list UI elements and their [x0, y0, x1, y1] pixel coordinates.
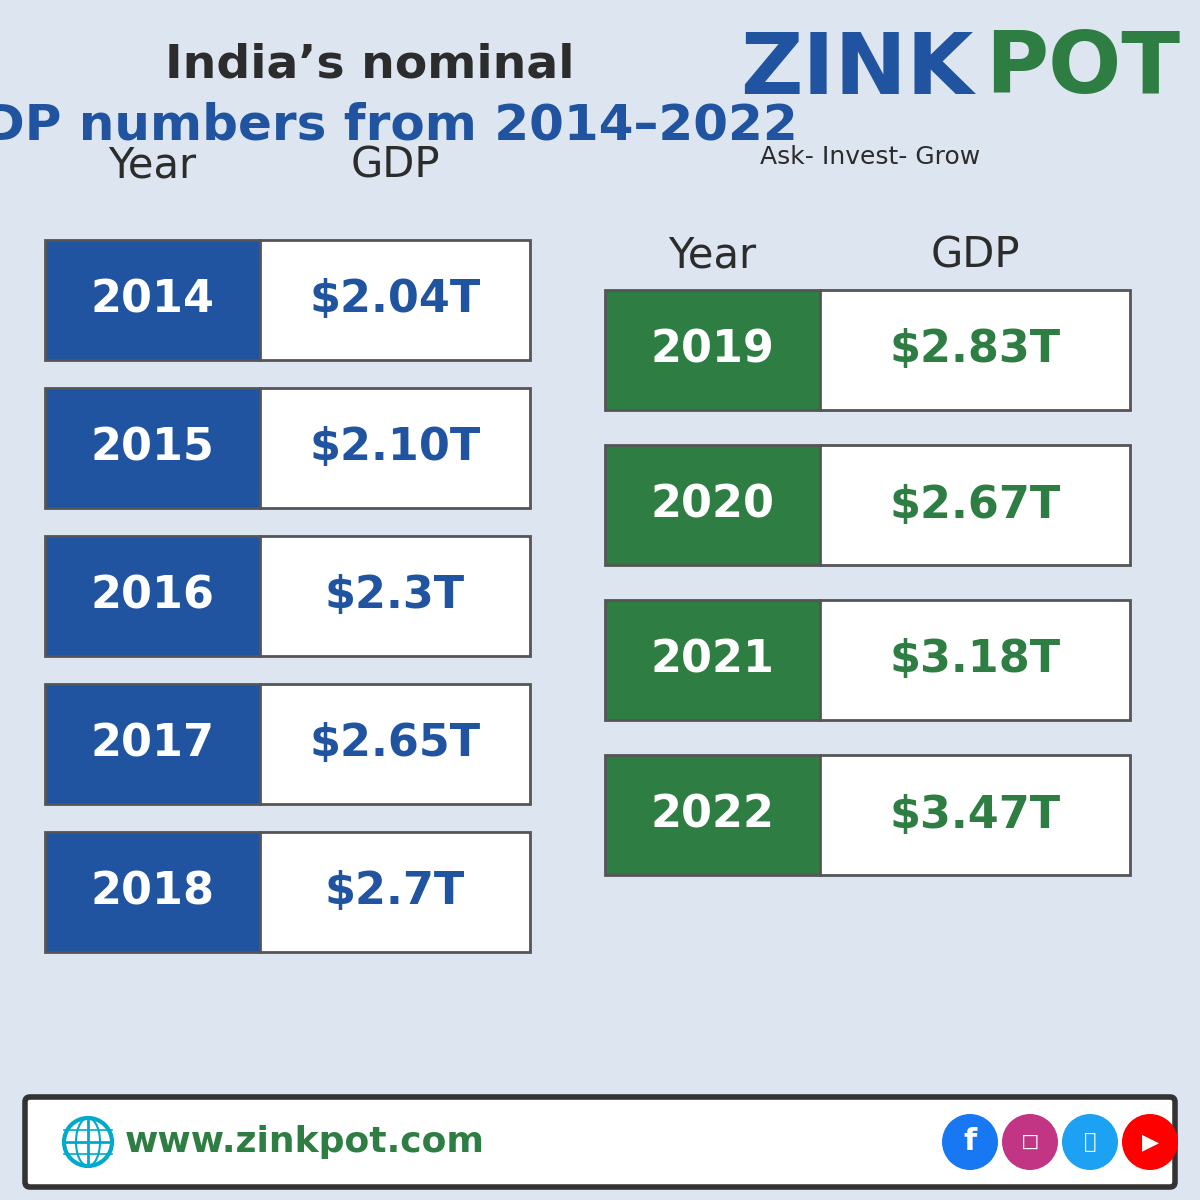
FancyBboxPatch shape	[46, 240, 260, 360]
Text: 2014: 2014	[90, 278, 215, 322]
FancyBboxPatch shape	[820, 290, 1130, 410]
Text: 🐦: 🐦	[1084, 1132, 1097, 1152]
Text: 2018: 2018	[90, 870, 215, 913]
FancyBboxPatch shape	[46, 832, 260, 952]
Text: $3.18T: $3.18T	[889, 638, 1061, 682]
Text: Year: Year	[668, 234, 756, 276]
Text: India’s nominal: India’s nominal	[166, 42, 575, 88]
FancyBboxPatch shape	[605, 755, 820, 875]
Text: GDP numbers from 2014–2022: GDP numbers from 2014–2022	[0, 101, 798, 149]
FancyBboxPatch shape	[260, 536, 530, 656]
Text: 2022: 2022	[650, 793, 774, 836]
FancyBboxPatch shape	[605, 445, 820, 565]
FancyBboxPatch shape	[820, 600, 1130, 720]
FancyBboxPatch shape	[260, 684, 530, 804]
Text: GDP: GDP	[350, 144, 439, 186]
Text: ▶: ▶	[1141, 1132, 1158, 1152]
Text: 2017: 2017	[90, 722, 215, 766]
FancyBboxPatch shape	[260, 240, 530, 360]
FancyBboxPatch shape	[260, 388, 530, 508]
Text: 2016: 2016	[90, 575, 215, 618]
Circle shape	[942, 1114, 998, 1170]
Text: $2.67T: $2.67T	[889, 484, 1061, 527]
Text: ◻: ◻	[1021, 1132, 1039, 1152]
FancyBboxPatch shape	[46, 388, 260, 508]
Text: 2019: 2019	[650, 329, 774, 372]
FancyBboxPatch shape	[25, 1097, 1175, 1187]
Text: $2.7T: $2.7T	[325, 870, 466, 913]
Text: f: f	[964, 1128, 977, 1157]
FancyBboxPatch shape	[605, 600, 820, 720]
FancyBboxPatch shape	[46, 684, 260, 804]
Circle shape	[1062, 1114, 1118, 1170]
Text: Ask- Invest- Grow: Ask- Invest- Grow	[760, 145, 980, 169]
Text: $3.47T: $3.47T	[889, 793, 1061, 836]
Text: 2015: 2015	[90, 426, 215, 469]
Text: $2.04T: $2.04T	[310, 278, 481, 322]
Text: GDP: GDP	[930, 234, 1020, 276]
Text: www.zinkpot.com: www.zinkpot.com	[125, 1126, 485, 1159]
Text: $2.83T: $2.83T	[889, 329, 1061, 372]
Text: 2020: 2020	[650, 484, 774, 527]
Text: Year: Year	[108, 144, 197, 186]
Text: POT: POT	[985, 29, 1180, 112]
FancyBboxPatch shape	[260, 832, 530, 952]
Text: $2.3T: $2.3T	[325, 575, 466, 618]
Text: 2021: 2021	[650, 638, 774, 682]
FancyBboxPatch shape	[605, 290, 820, 410]
Text: $2.65T: $2.65T	[310, 722, 480, 766]
Text: $2.10T: $2.10T	[310, 426, 481, 469]
FancyBboxPatch shape	[46, 536, 260, 656]
FancyBboxPatch shape	[820, 755, 1130, 875]
FancyBboxPatch shape	[820, 445, 1130, 565]
Text: ZINK: ZINK	[740, 29, 973, 112]
Circle shape	[1002, 1114, 1058, 1170]
Circle shape	[1122, 1114, 1178, 1170]
